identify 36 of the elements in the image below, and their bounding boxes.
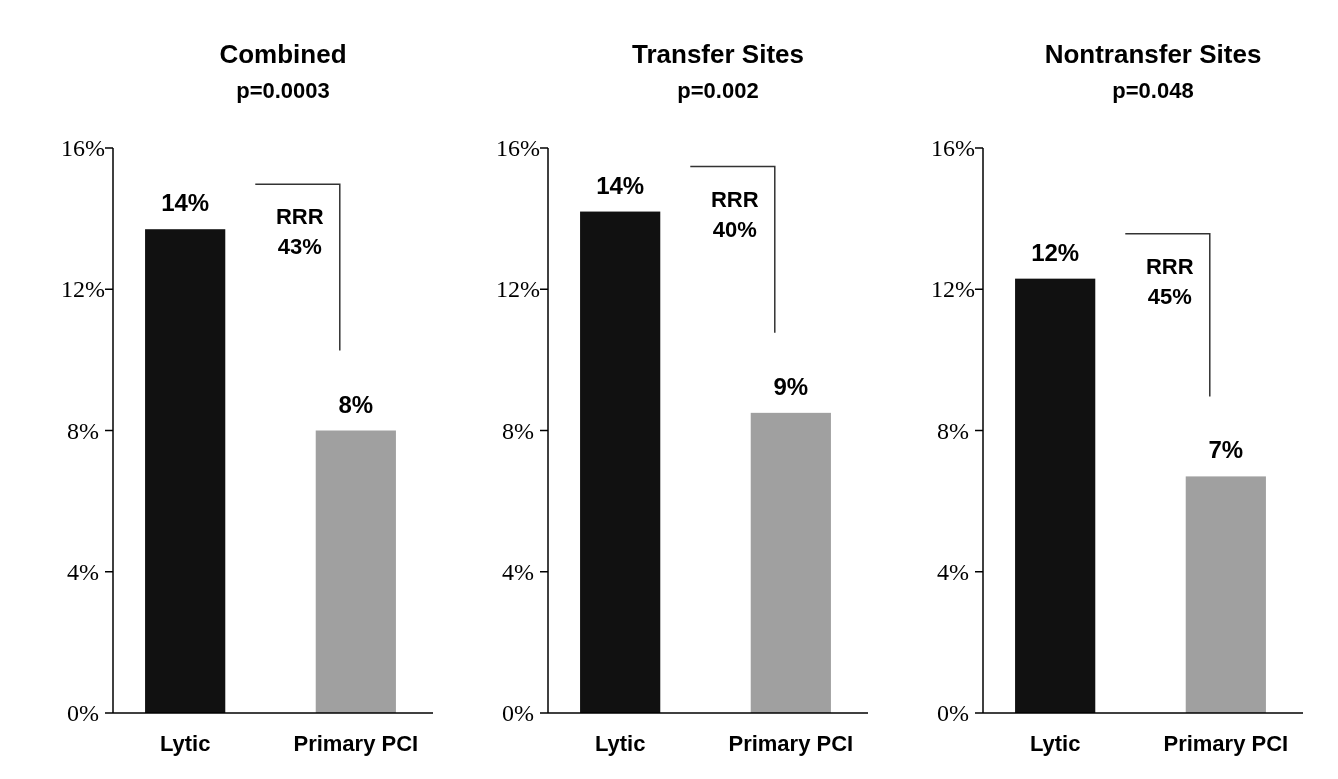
y-tick-label: 12% <box>61 276 105 303</box>
data-label: 9% <box>773 372 809 400</box>
y-tick-label: 0% <box>937 700 969 726</box>
y-tick-label: 8% <box>502 417 534 444</box>
chart-subtitle: p=0.002 <box>677 78 759 103</box>
x-tick-label: Primary PCI <box>728 731 854 756</box>
chart-subtitle: p=0.048 <box>1112 78 1194 103</box>
data-label: 12% <box>1031 238 1080 266</box>
chart-title: Nontransfer Sites <box>1044 39 1262 69</box>
y-tick-label: 12% <box>931 276 975 303</box>
y-tick-label: 8% <box>67 417 99 444</box>
y-tick-label: 4% <box>937 558 969 585</box>
y-tick-label: 16% <box>61 135 105 161</box>
x-tick-label: Lytic <box>159 731 211 756</box>
x-tick-label: Lytic <box>594 731 646 756</box>
x-tick-label: Primary PCI <box>293 731 419 756</box>
y-tick-label: 16% <box>496 135 540 161</box>
x-tick-label: Primary PCI <box>1163 731 1289 756</box>
data-label: 14% <box>161 189 210 217</box>
chart-title: Combined <box>219 39 347 69</box>
annotation: RRR 43% <box>275 204 324 260</box>
data-label: 14% <box>596 171 645 199</box>
y-tick-label: 8% <box>937 417 969 444</box>
data-label: 7% <box>1208 436 1244 464</box>
chart-title: Transfer Sites <box>632 39 804 69</box>
y-tick-label: 4% <box>502 558 534 585</box>
x-tick-label: Lytic <box>1029 731 1081 756</box>
chart-subtitle: p=0.0003 <box>236 78 330 103</box>
y-tick-label: 4% <box>67 558 99 585</box>
y-tick-label: 0% <box>67 700 99 726</box>
annotation: RRR 40% <box>710 186 759 242</box>
y-tick-label: 0% <box>502 700 534 726</box>
annotation: RRR 45% <box>1145 253 1194 309</box>
y-tick-label: 12% <box>496 276 540 303</box>
data-label: 8% <box>338 390 374 418</box>
y-tick-label: 16% <box>931 135 975 161</box>
